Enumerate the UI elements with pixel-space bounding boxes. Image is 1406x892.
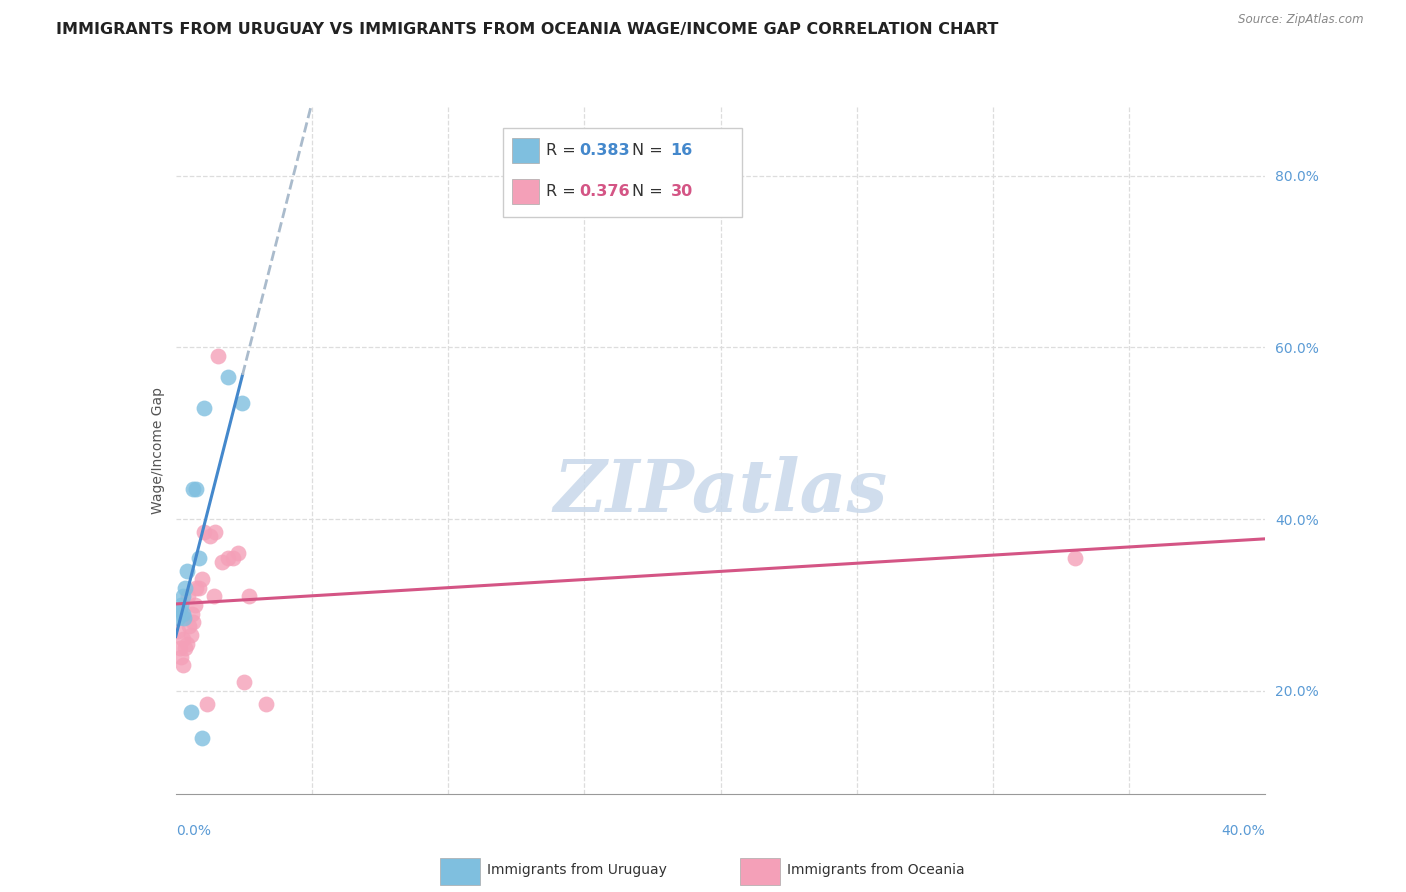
Point xyxy=(181,607,204,621)
FancyBboxPatch shape xyxy=(503,128,742,217)
Point xyxy=(170,649,193,664)
Text: 0.376: 0.376 xyxy=(579,185,630,200)
Point xyxy=(174,640,197,655)
FancyBboxPatch shape xyxy=(512,138,538,163)
Point xyxy=(183,615,205,630)
Point xyxy=(217,550,239,565)
FancyBboxPatch shape xyxy=(512,179,538,204)
Point xyxy=(207,349,229,363)
Point xyxy=(193,524,215,539)
Text: N =: N = xyxy=(633,144,668,159)
Text: R =: R = xyxy=(546,185,581,200)
Text: 0.383: 0.383 xyxy=(579,144,630,159)
Point xyxy=(184,598,207,612)
Point xyxy=(232,675,254,690)
Point xyxy=(238,590,260,604)
Text: ZIPatlas: ZIPatlas xyxy=(554,456,887,527)
Point xyxy=(172,590,194,604)
Text: 16: 16 xyxy=(671,144,693,159)
Point xyxy=(173,611,195,625)
Text: 40.0%: 40.0% xyxy=(1222,824,1265,838)
FancyBboxPatch shape xyxy=(740,858,780,885)
Point xyxy=(167,611,190,625)
Text: Immigrants from Uruguay: Immigrants from Uruguay xyxy=(488,863,668,877)
Point xyxy=(183,482,205,496)
Point xyxy=(187,550,209,565)
Point xyxy=(172,607,194,621)
Point xyxy=(170,598,193,612)
Point xyxy=(254,697,277,711)
Point xyxy=(180,706,202,720)
Point xyxy=(217,370,239,384)
Point xyxy=(177,590,200,604)
Point xyxy=(202,590,225,604)
Y-axis label: Wage/Income Gap: Wage/Income Gap xyxy=(150,387,165,514)
Point xyxy=(180,628,202,642)
Point xyxy=(190,731,212,745)
FancyBboxPatch shape xyxy=(440,858,479,885)
Point xyxy=(187,581,209,595)
Point xyxy=(211,555,233,569)
Text: 30: 30 xyxy=(671,185,693,200)
Point xyxy=(198,529,221,543)
Point xyxy=(172,632,194,647)
Point xyxy=(169,602,191,616)
Point xyxy=(174,581,197,595)
Text: N =: N = xyxy=(633,185,668,200)
Point xyxy=(1063,550,1085,565)
Point xyxy=(228,546,250,561)
Point xyxy=(176,564,198,578)
Point xyxy=(231,396,253,410)
Text: 0.0%: 0.0% xyxy=(176,824,211,838)
Point xyxy=(176,637,198,651)
Point xyxy=(222,550,245,565)
Point xyxy=(186,482,208,496)
Point xyxy=(179,619,201,633)
Point xyxy=(169,640,191,655)
Point xyxy=(193,401,215,415)
Point xyxy=(190,572,212,586)
Point xyxy=(167,624,190,638)
Point xyxy=(172,658,194,673)
Text: IMMIGRANTS FROM URUGUAY VS IMMIGRANTS FROM OCEANIA WAGE/INCOME GAP CORRELATION C: IMMIGRANTS FROM URUGUAY VS IMMIGRANTS FR… xyxy=(56,22,998,37)
Point xyxy=(186,581,208,595)
Text: Immigrants from Oceania: Immigrants from Oceania xyxy=(787,863,965,877)
Point xyxy=(195,697,218,711)
Point xyxy=(204,524,226,539)
Text: Source: ZipAtlas.com: Source: ZipAtlas.com xyxy=(1239,13,1364,27)
Text: R =: R = xyxy=(546,144,581,159)
